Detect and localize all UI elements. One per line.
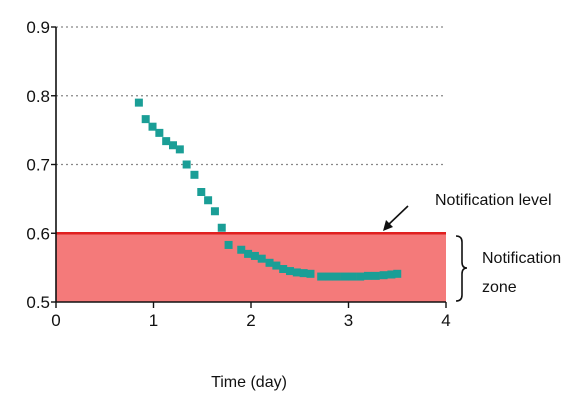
x-tick-label-1: 1 — [149, 311, 158, 330]
data-point-0-8 — [190, 170, 199, 179]
data-point-0-5 — [169, 141, 177, 150]
notification-zone-layer — [56, 232, 446, 302]
y-tick-label-2: 0.7 — [26, 156, 50, 175]
data-point-0-24 — [306, 269, 315, 278]
data-point-0-14 — [237, 245, 246, 254]
x-tick-label-2: 2 — [246, 311, 255, 330]
data-point-0-3 — [155, 128, 164, 137]
data-point-0-9 — [197, 188, 206, 196]
data-point-0-33 — [379, 271, 388, 280]
data-point-0-29 — [348, 272, 357, 281]
data-point-0-22 — [292, 268, 301, 277]
x-tick-label-3: 3 — [344, 311, 353, 330]
data-point-0-21 — [286, 267, 294, 276]
notification-level-label: Notification level — [435, 192, 552, 209]
data-point-0-30 — [356, 272, 365, 281]
data-point-0-15 — [244, 249, 253, 258]
notification-zone-label-line1: Notification — [482, 250, 561, 267]
data-point-0-1 — [141, 115, 150, 124]
data-point-0-19 — [272, 261, 281, 270]
data-points — [134, 98, 402, 281]
axes: 0.5 0.6 0.7 0.8 0.9 0 1 2 3 4 — [26, 18, 450, 330]
gridlines — [56, 26, 446, 166]
data-point-0-28 — [340, 272, 349, 281]
data-point-0-2 — [148, 122, 157, 131]
data-point-0-11 — [210, 207, 219, 216]
data-point-0-6 — [175, 145, 184, 154]
data-point-0-10 — [204, 196, 213, 205]
notification-zone-brace — [455, 235, 468, 302]
y-tick-label-0: 0.5 — [26, 293, 50, 312]
data-point-0-34 — [387, 270, 396, 279]
notification-zone — [56, 233, 446, 302]
y-tick-label-4: 0.9 — [26, 18, 50, 37]
annotations: Notification level Notification zone — [383, 192, 561, 302]
data-point-0-17 — [257, 254, 266, 263]
data-point-0-18 — [265, 258, 274, 267]
x-tick-label-0: 0 — [51, 311, 60, 330]
data-point-0-12 — [217, 223, 226, 232]
data-point-0-7 — [182, 160, 191, 169]
data-point-0-13 — [224, 240, 233, 249]
y-tick-label-1: 0.6 — [26, 224, 50, 243]
data-point-0-20 — [279, 265, 288, 273]
notification-level-arrowhead — [383, 220, 393, 231]
data-point-0-35 — [393, 269, 402, 278]
y-tick-label-3: 0.8 — [26, 87, 50, 106]
notification-level-arrow — [386, 205, 409, 227]
notification-zone-label-line2: zone — [482, 279, 517, 296]
x-tick-label-4: 4 — [441, 311, 450, 330]
x-axis-label: Time (day) — [211, 374, 287, 391]
data-point-0-26 — [325, 272, 333, 281]
data-point-0-0 — [134, 98, 143, 107]
data-point-0-23 — [299, 269, 308, 278]
data-point-0-4 — [162, 137, 171, 146]
data-point-0-31 — [364, 271, 372, 280]
data-point-0-32 — [371, 271, 380, 280]
data-point-0-27 — [332, 272, 341, 281]
data-point-0-16 — [250, 251, 259, 260]
data-point-0-25 — [317, 272, 326, 281]
